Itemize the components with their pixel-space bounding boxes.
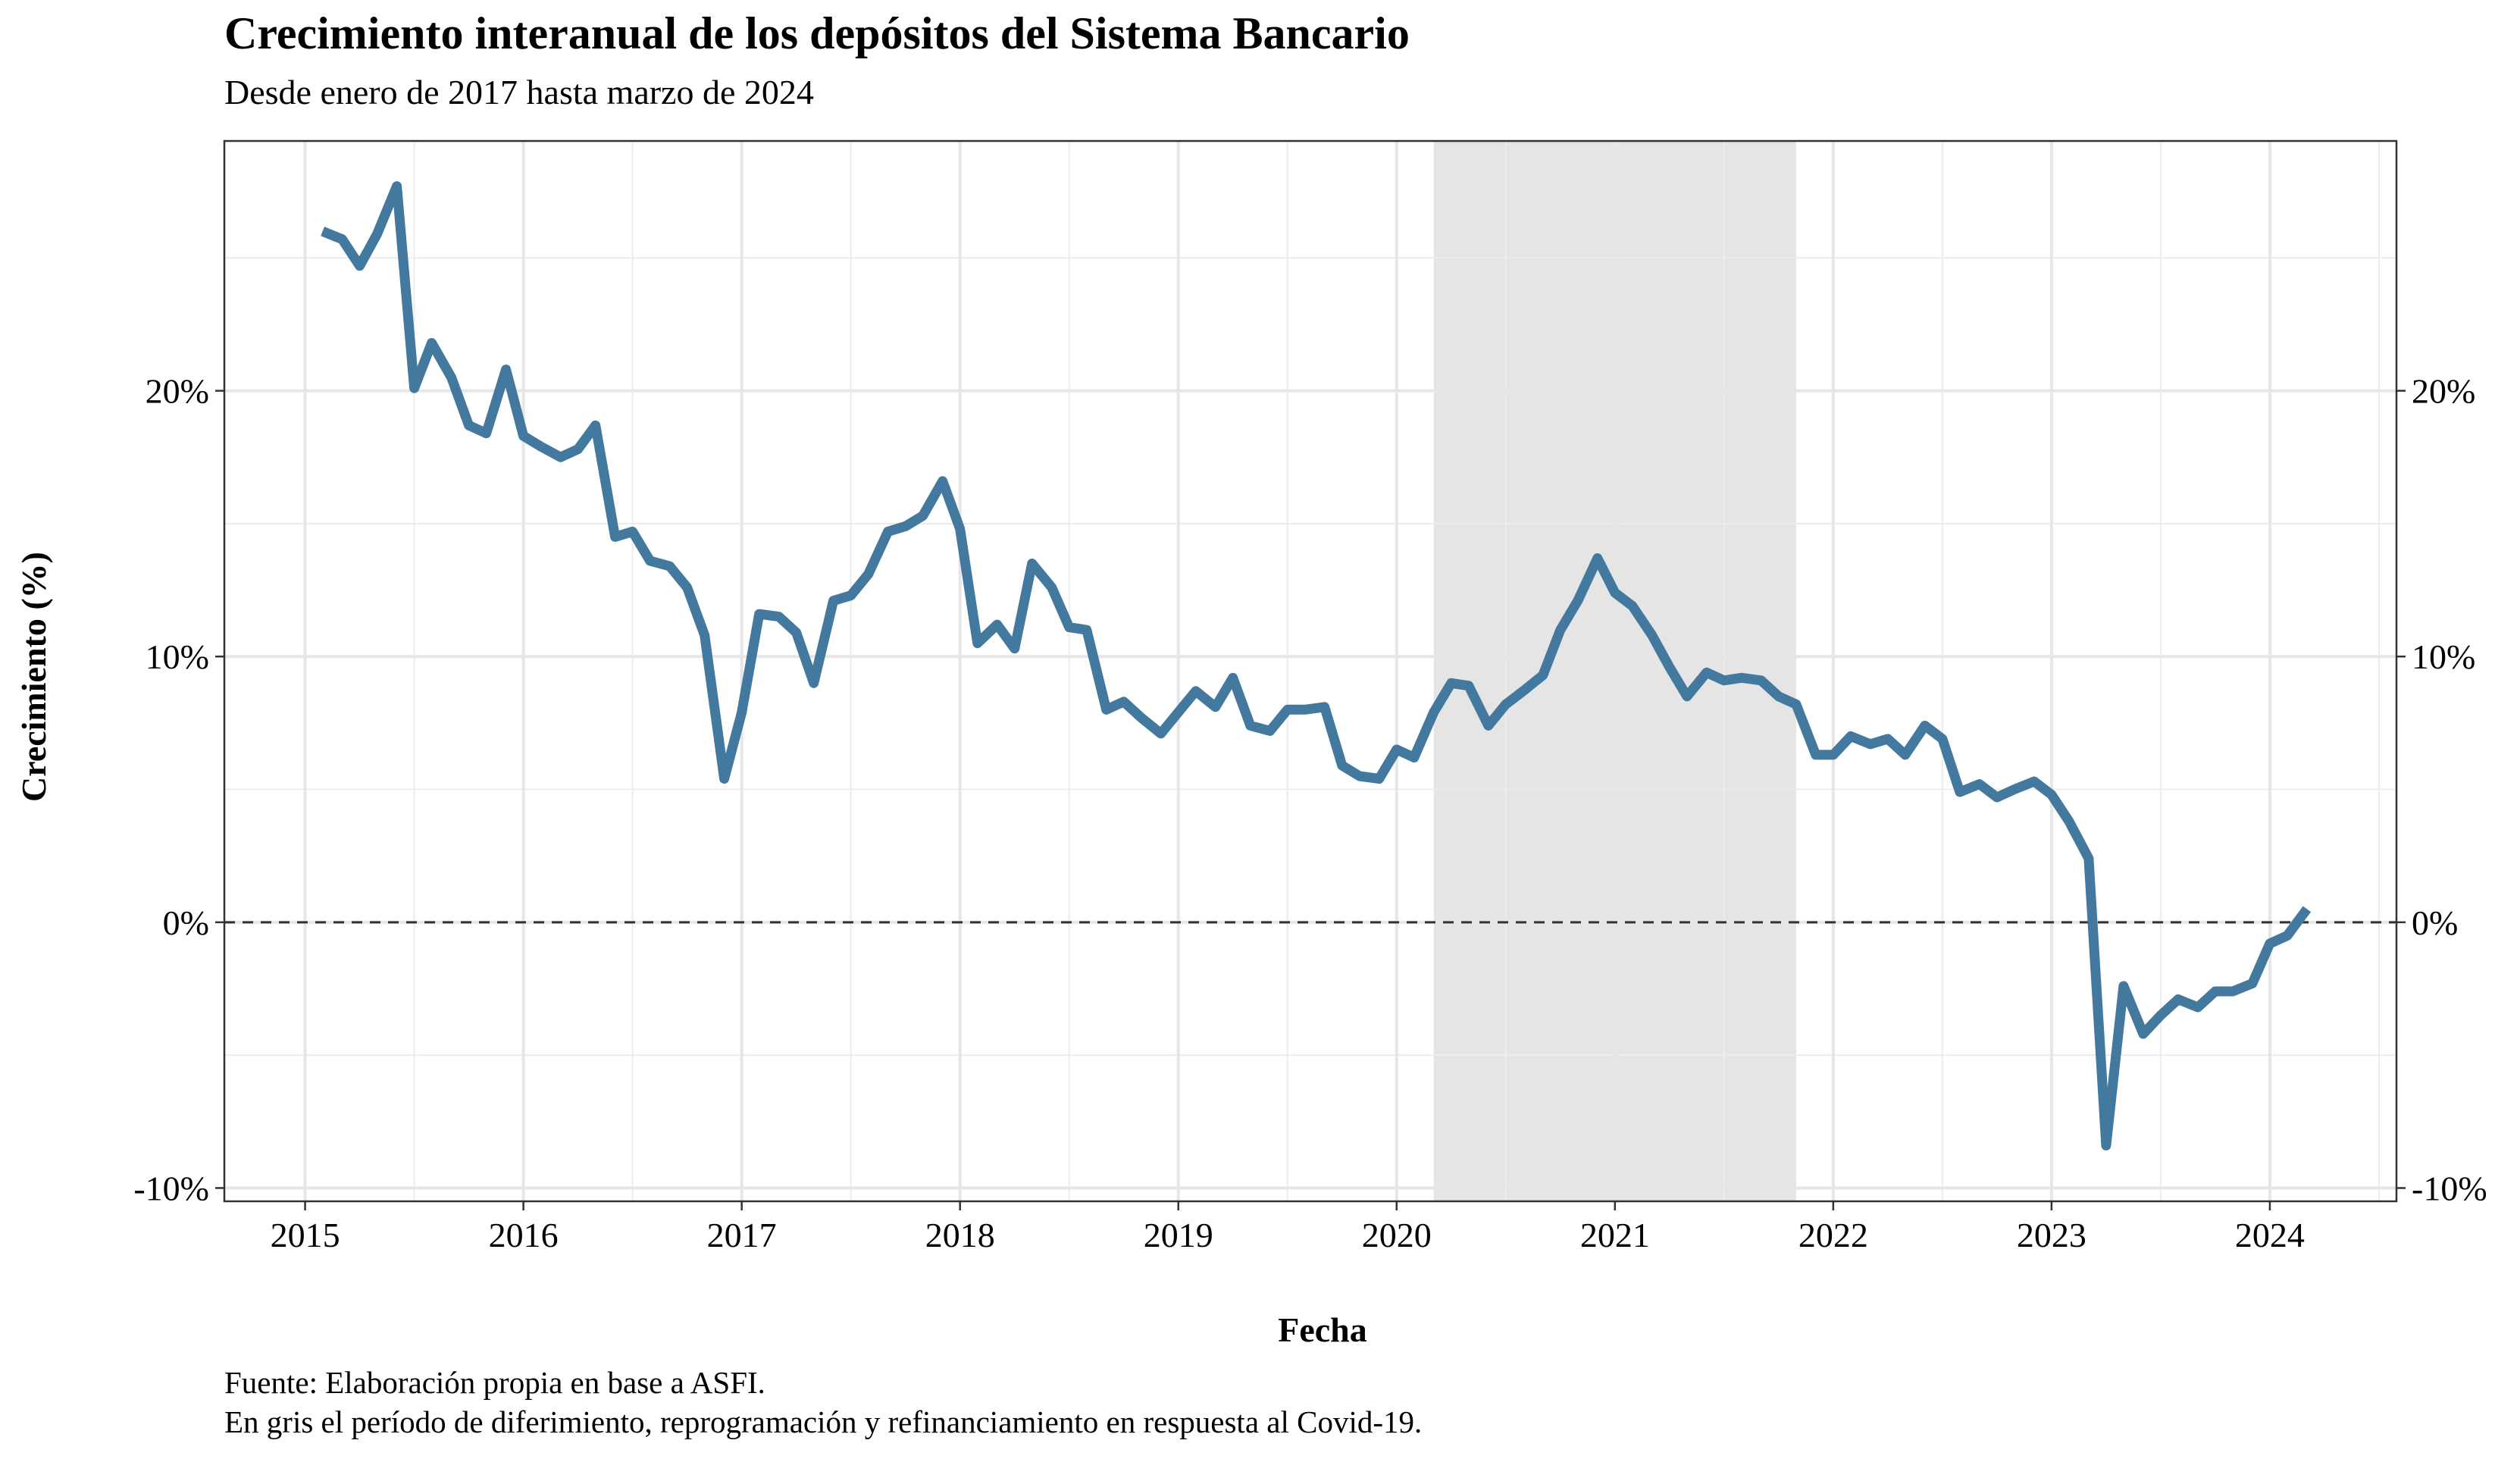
y-tick-label-left: 0%	[163, 903, 209, 942]
y-tick-label-right: 20%	[2412, 372, 2475, 411]
y-tick-label-right: -10%	[2412, 1169, 2487, 1207]
x-tick-label: 2015	[271, 1216, 340, 1254]
y-tick-label-left: -10%	[133, 1169, 209, 1207]
caption-source: Fuente: Elaboración propia en base a ASF…	[224, 1365, 765, 1400]
chart-title: Crecimiento interanual de los depósitos …	[224, 8, 1410, 58]
x-tick-label: 2023	[2017, 1216, 2086, 1254]
x-tick-label: 2017	[707, 1216, 777, 1254]
series-line	[321, 181, 2312, 1151]
x-axis-label: Fecha	[1278, 1310, 1367, 1349]
y-tick-label-right: 10%	[2412, 637, 2475, 676]
x-tick-label: 2016	[489, 1216, 559, 1254]
x-tick-label: 2021	[1580, 1216, 1650, 1254]
x-tick-label: 2018	[925, 1216, 995, 1254]
y-tick-label-right: 0%	[2412, 903, 2458, 942]
y-tick-label-left: 20%	[146, 372, 209, 411]
y-axis-label: Crecimiento (%)	[14, 552, 53, 802]
x-tick-label: 2024	[2235, 1216, 2305, 1254]
y-tick-label-left: 10%	[146, 637, 209, 676]
chart-subtitle: Desde enero de 2017 hasta marzo de 2024	[224, 73, 814, 111]
x-tick-label: 2019	[1144, 1216, 1213, 1254]
plot-border	[223, 139, 2398, 1203]
x-tick-label: 2020	[1362, 1216, 1432, 1254]
x-tick-label: 2022	[1798, 1216, 1868, 1254]
caption-note: En gris el período de diferimiento, repr…	[224, 1404, 1423, 1439]
